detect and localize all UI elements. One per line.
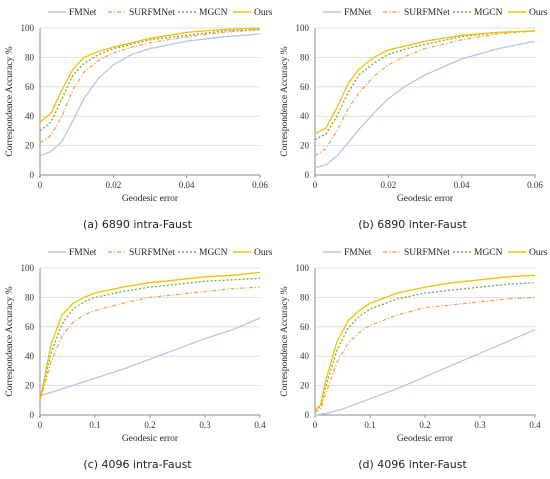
y-tick-label: 20 — [25, 141, 35, 151]
x-tick-label: 0.1 — [364, 420, 375, 430]
x-tick-label: 0.2 — [144, 420, 155, 430]
series-line-ours — [314, 30, 536, 135]
line-chart-b: 0 20 40 60 80 100 0 0.02 0.04 0.06 Geodesic error C… — [280, 8, 548, 204]
x-tick-label: 0 — [38, 420, 43, 430]
x-tick-label: 0.4 — [529, 420, 541, 430]
series-line-fmnet — [39, 317, 261, 397]
x-tick-label: 0.4 — [254, 420, 266, 430]
series-line-surfmnet — [314, 296, 536, 413]
series-line-fmnet — [314, 40, 536, 169]
series-line-mgcn — [39, 277, 261, 401]
chart-panel-c: 0 20 40 60 80 100 0 0.1 0.2 0.3 0.4 Geodesic error C… — [0, 240, 275, 479]
y-axis-label: Correspondence Accuracy % — [280, 46, 290, 156]
y-tick-label: 100 — [296, 263, 310, 273]
x-tick-label: 0.3 — [199, 420, 211, 430]
legend-label-fmnet: FMNet — [344, 248, 372, 258]
x-axis-label: Geodesic error — [397, 434, 454, 444]
x-tick-label: 0.2 — [419, 420, 430, 430]
line-chart-d: 0 20 40 60 80 100 0 0.1 0.2 0.3 0.4 Geodesic error C… — [280, 248, 548, 444]
y-tick-label: 20 — [300, 141, 310, 151]
series-line-surfmnet — [314, 30, 536, 157]
chart-panel-b: 0 20 40 60 80 100 0 0.02 0.04 0.06 Geodesic error C… — [275, 0, 550, 240]
x-tick-label: 0 — [313, 180, 318, 190]
y-tick-label: 40 — [25, 111, 35, 121]
legend-label-ours: Ours — [529, 248, 548, 258]
x-axis-label: Geodesic error — [397, 194, 454, 204]
y-tick-label: 80 — [300, 292, 310, 302]
series-line-mgcn — [314, 30, 536, 141]
series-line-surfmnet — [39, 28, 261, 144]
legend-label-surfmnet: SURFMNet — [404, 8, 450, 18]
y-tick-label: 60 — [300, 322, 310, 332]
legend-label-mgcn: MGCN — [199, 8, 228, 18]
legend-label-ours: Ours — [529, 8, 548, 18]
legend-label-surfmnet: SURFMNet — [404, 248, 450, 258]
y-tick-label: 100 — [21, 263, 35, 273]
x-tick-label: 0.04 — [179, 180, 195, 190]
legend-label-surfmnet: SURFMNet — [129, 248, 175, 258]
chart-panel-a: 0 20 40 60 80 100 0 0.02 0.04 0.06 Geodesic error C… — [0, 0, 275, 240]
y-tick-label: 20 — [25, 381, 35, 391]
x-tick-label: 0.04 — [454, 180, 470, 190]
series-line-ours — [314, 274, 536, 412]
series-line-surfmnet — [39, 286, 261, 401]
legend-label-fmnet: FMNet — [69, 248, 97, 258]
series-line-ours — [39, 271, 261, 401]
x-tick-label: 0.02 — [380, 180, 396, 190]
x-axis-label: Geodesic error — [122, 434, 179, 444]
y-tick-label: 100 — [21, 23, 35, 33]
legend-label-ours: Ours — [254, 8, 273, 18]
x-tick-label: 0.3 — [474, 420, 486, 430]
x-tick-label: 0 — [313, 420, 318, 430]
y-tick-label: 0 — [305, 410, 310, 420]
chart-caption-c: (c) 4096 intra-Faust — [83, 458, 192, 471]
series-line-ours — [39, 27, 261, 123]
legend-label-ours: Ours — [254, 248, 273, 258]
chart-panel-d: 0 20 40 60 80 100 0 0.1 0.2 0.3 0.4 Geodesic error C… — [275, 240, 550, 479]
series-line-mgcn — [314, 282, 536, 412]
x-tick-label: 0.02 — [105, 180, 121, 190]
chart-caption-a: (a) 6890 intra-Faust — [83, 218, 192, 231]
y-tick-label: 40 — [300, 111, 310, 121]
y-tick-label: 0 — [305, 170, 310, 180]
y-axis-label: Correspondence Accuracy % — [5, 286, 15, 396]
y-tick-label: 80 — [300, 52, 310, 62]
legend-label-fmnet: FMNet — [344, 8, 372, 18]
y-axis-label: Correspondence Accuracy % — [5, 46, 15, 156]
x-tick-label: 0.06 — [527, 180, 543, 190]
y-tick-label: 40 — [25, 351, 35, 361]
y-axis-label: Correspondence Accuracy % — [280, 286, 290, 396]
x-tick-label: 0.06 — [252, 180, 268, 190]
line-chart-c: 0 20 40 60 80 100 0 0.1 0.2 0.3 0.4 Geodesic error C… — [5, 248, 273, 444]
y-tick-label: 0 — [30, 170, 35, 180]
x-tick-label: 0 — [38, 180, 43, 190]
chart-caption-d: (d) 4096 inter-Faust — [358, 458, 467, 471]
y-tick-label: 0 — [30, 410, 35, 420]
y-tick-label: 40 — [300, 351, 310, 361]
y-tick-label: 60 — [25, 82, 35, 92]
line-chart-a: 0 20 40 60 80 100 0 0.02 0.04 0.06 Geodesic error C… — [5, 8, 273, 204]
y-tick-label: 60 — [300, 82, 310, 92]
legend-label-mgcn: MGCN — [474, 8, 503, 18]
y-tick-label: 60 — [25, 322, 35, 332]
legend-label-fmnet: FMNet — [69, 8, 97, 18]
y-tick-label: 100 — [296, 23, 310, 33]
y-tick-label: 80 — [25, 52, 35, 62]
legend-label-mgcn: MGCN — [474, 248, 503, 258]
legend-label-surfmnet: SURFMNet — [129, 8, 175, 18]
y-tick-label: 20 — [300, 381, 310, 391]
x-tick-label: 0.1 — [89, 420, 100, 430]
series-line-mgcn — [39, 28, 261, 132]
legend-label-mgcn: MGCN — [199, 248, 228, 258]
series-line-fmnet — [314, 329, 536, 416]
chart-caption-b: (b) 6890 inter-Faust — [358, 218, 467, 231]
y-tick-label: 80 — [25, 292, 35, 302]
x-axis-label: Geodesic error — [122, 194, 179, 204]
series-line-fmnet — [39, 33, 261, 157]
